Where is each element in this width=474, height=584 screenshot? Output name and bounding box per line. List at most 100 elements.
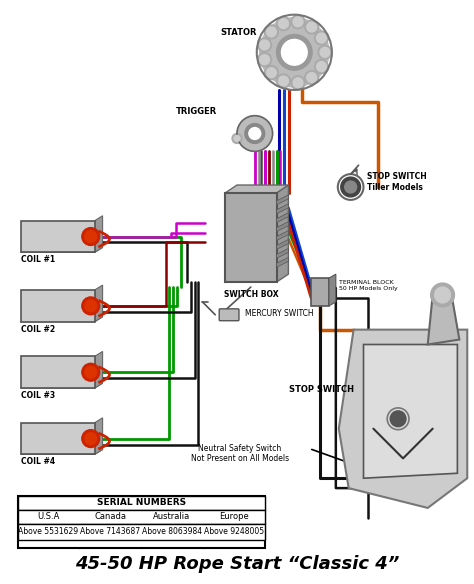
Circle shape: [266, 27, 276, 37]
Circle shape: [291, 15, 305, 29]
Circle shape: [237, 116, 273, 151]
FancyBboxPatch shape: [20, 290, 95, 322]
Circle shape: [320, 47, 330, 57]
Circle shape: [260, 18, 329, 87]
Circle shape: [85, 300, 97, 312]
Text: STOP SWITCH
Tiller Models: STOP SWITCH Tiller Models: [367, 172, 427, 192]
Circle shape: [276, 74, 291, 88]
Text: Above 5531629: Above 5531629: [18, 527, 79, 536]
Circle shape: [390, 411, 406, 427]
Circle shape: [85, 366, 97, 378]
Polygon shape: [20, 317, 102, 322]
Text: U.S.A: U.S.A: [37, 512, 60, 522]
Polygon shape: [276, 231, 288, 241]
Circle shape: [279, 19, 288, 29]
Circle shape: [307, 72, 317, 82]
Circle shape: [315, 60, 328, 74]
Circle shape: [431, 283, 455, 307]
Text: COIL #4: COIL #4: [20, 457, 55, 467]
Circle shape: [279, 76, 288, 86]
Polygon shape: [95, 285, 102, 322]
Circle shape: [276, 34, 312, 70]
Polygon shape: [225, 185, 288, 193]
Text: Above 8063984: Above 8063984: [142, 527, 202, 536]
Polygon shape: [95, 418, 102, 454]
Circle shape: [249, 127, 261, 140]
Circle shape: [234, 135, 240, 141]
Circle shape: [276, 17, 291, 30]
Polygon shape: [276, 239, 288, 249]
Polygon shape: [20, 450, 102, 454]
FancyBboxPatch shape: [311, 278, 329, 306]
Circle shape: [291, 76, 305, 90]
Text: Above 9248005: Above 9248005: [204, 527, 264, 536]
Polygon shape: [276, 204, 288, 214]
Polygon shape: [276, 222, 288, 232]
FancyBboxPatch shape: [20, 356, 95, 388]
Text: Europe: Europe: [219, 512, 249, 522]
FancyBboxPatch shape: [225, 193, 276, 282]
Circle shape: [85, 433, 97, 444]
Circle shape: [282, 40, 307, 65]
Polygon shape: [276, 213, 288, 223]
Polygon shape: [95, 215, 102, 252]
Circle shape: [317, 33, 327, 43]
Polygon shape: [276, 195, 288, 205]
Text: Above 7143687: Above 7143687: [80, 527, 140, 536]
Text: Australia: Australia: [154, 512, 191, 522]
Circle shape: [258, 53, 272, 67]
Text: SWITCH BOX: SWITCH BOX: [224, 290, 278, 299]
Circle shape: [85, 231, 97, 242]
Polygon shape: [276, 248, 288, 258]
Text: Canada: Canada: [94, 512, 126, 522]
Polygon shape: [329, 274, 336, 306]
Text: TRIGGER: TRIGGER: [176, 107, 217, 116]
Text: COIL #1: COIL #1: [20, 255, 55, 265]
Circle shape: [260, 55, 270, 65]
Text: SERIAL NUMBERS: SERIAL NUMBERS: [97, 499, 186, 507]
FancyBboxPatch shape: [20, 423, 95, 454]
FancyBboxPatch shape: [18, 510, 264, 524]
Text: STOP SWITCH: STOP SWITCH: [289, 385, 354, 394]
Circle shape: [82, 228, 100, 245]
Text: COIL #2: COIL #2: [20, 325, 55, 333]
FancyBboxPatch shape: [20, 221, 95, 252]
Polygon shape: [276, 258, 288, 267]
Text: MERCURY SWITCH: MERCURY SWITCH: [245, 310, 313, 318]
Text: TERMINAL BLOCK
50 HP Models Only: TERMINAL BLOCK 50 HP Models Only: [339, 280, 398, 291]
Circle shape: [82, 297, 100, 315]
Circle shape: [435, 287, 450, 303]
FancyBboxPatch shape: [219, 309, 239, 321]
Circle shape: [315, 31, 328, 45]
FancyBboxPatch shape: [18, 524, 264, 540]
Polygon shape: [364, 345, 457, 478]
Circle shape: [258, 38, 272, 52]
Circle shape: [232, 134, 242, 144]
Circle shape: [82, 363, 100, 381]
Text: COIL #3: COIL #3: [20, 391, 55, 400]
Circle shape: [293, 17, 303, 27]
Circle shape: [318, 46, 332, 59]
Circle shape: [305, 20, 319, 34]
FancyBboxPatch shape: [18, 496, 264, 510]
Polygon shape: [20, 383, 102, 388]
Text: Neutral Safety Switch
Not Present on All Models: Neutral Safety Switch Not Present on All…: [191, 443, 289, 463]
Polygon shape: [276, 185, 288, 282]
Text: STATOR: STATOR: [220, 28, 257, 37]
Circle shape: [345, 181, 356, 193]
Polygon shape: [428, 295, 459, 345]
Polygon shape: [95, 352, 102, 388]
Circle shape: [266, 68, 276, 78]
Circle shape: [82, 430, 100, 447]
Circle shape: [264, 66, 278, 79]
Circle shape: [260, 40, 270, 50]
Polygon shape: [339, 329, 467, 508]
Circle shape: [245, 124, 264, 144]
Text: 45-50 HP Rope Start “Classic 4”: 45-50 HP Rope Start “Classic 4”: [75, 555, 399, 573]
FancyBboxPatch shape: [18, 496, 264, 548]
Circle shape: [307, 22, 317, 32]
Circle shape: [264, 25, 278, 39]
Circle shape: [305, 71, 319, 85]
Circle shape: [317, 62, 327, 71]
Polygon shape: [20, 248, 102, 252]
